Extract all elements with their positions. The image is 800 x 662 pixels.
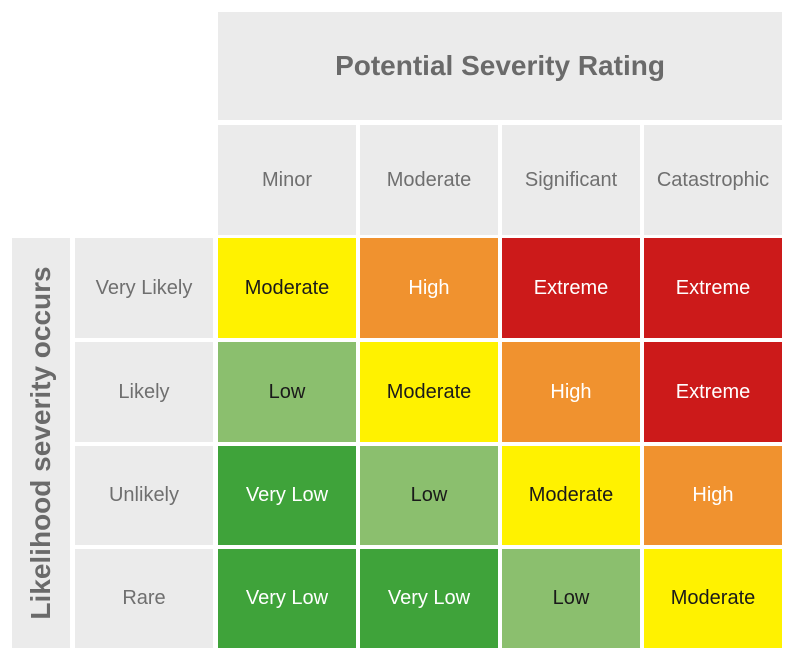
risk-cell-moderate: Moderate: [360, 342, 498, 442]
likelihood-axis-box: Likelihood severity occurs: [12, 238, 70, 648]
row-header-rare: Rare: [75, 549, 213, 648]
column-header-significant: Significant: [502, 125, 640, 235]
risk-cell-very-low: Very Low: [360, 549, 498, 648]
risk-cell-very-low: Very Low: [218, 446, 356, 545]
row-header-likely: Likely: [75, 342, 213, 442]
risk-cell-high: High: [360, 238, 498, 338]
risk-cell-extreme: Extreme: [644, 342, 782, 442]
risk-cell-moderate: Moderate: [502, 446, 640, 545]
severity-rating-title: Potential Severity Rating: [218, 12, 782, 120]
risk-cell-low: Low: [360, 446, 498, 545]
risk-cell-moderate: Moderate: [644, 549, 782, 648]
column-header-moderate: Moderate: [360, 125, 498, 235]
column-header-minor: Minor: [218, 125, 356, 235]
row-header-unlikely: Unlikely: [75, 446, 213, 545]
likelihood-axis-label: Likelihood severity occurs: [25, 266, 56, 620]
risk-cell-high: High: [644, 446, 782, 545]
risk-cell-extreme: Extreme: [644, 238, 782, 338]
row-header-very-likely: Very Likely: [75, 238, 213, 338]
risk-cell-extreme: Extreme: [502, 238, 640, 338]
risk-cell-high: High: [502, 342, 640, 442]
risk-cell-moderate: Moderate: [218, 238, 356, 338]
risk-cell-low: Low: [502, 549, 640, 648]
risk-cell-very-low: Very Low: [218, 549, 356, 648]
column-header-catastrophic: Catastrophic: [644, 125, 782, 235]
risk-cell-low: Low: [218, 342, 356, 442]
